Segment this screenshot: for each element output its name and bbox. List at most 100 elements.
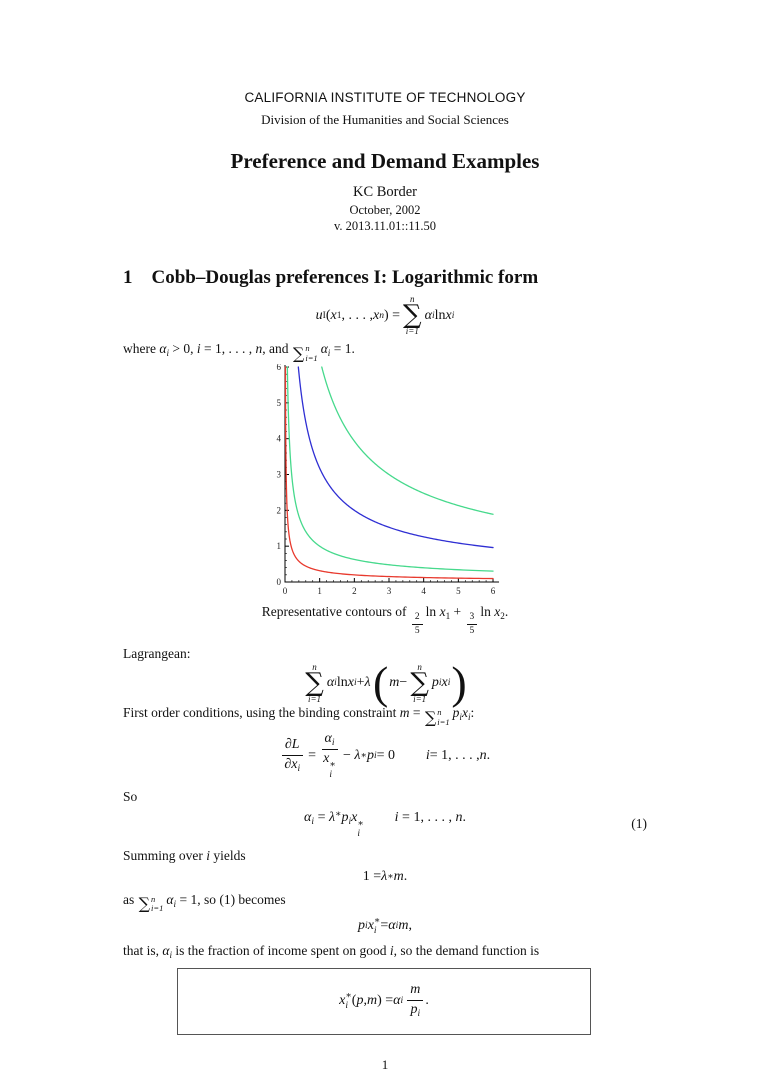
math-text: i <box>425 747 430 763</box>
math-text: p <box>410 1002 418 1018</box>
math-text: yields <box>210 847 246 863</box>
math-text: α <box>159 341 167 357</box>
math-text: = <box>308 747 316 763</box>
sum-upper-limit: n <box>410 294 415 304</box>
sum-upper-limit: n <box>151 893 156 904</box>
math-sub: i <box>417 1008 421 1019</box>
math-text: = 1. <box>330 341 355 357</box>
math-text: 1 = <box>362 869 382 884</box>
math-text: : <box>470 705 475 721</box>
math-text: m <box>389 675 400 691</box>
math-text: α <box>166 892 174 907</box>
math-text: x <box>441 675 448 691</box>
math-text: λ <box>381 869 388 884</box>
sigma-symbol: ∑ <box>403 300 422 330</box>
section-number: 1 <box>123 267 133 288</box>
math-text: , and <box>262 341 292 357</box>
fraction-denominator: x ∗ i <box>323 750 336 780</box>
math-supsub: ∗ i <box>329 760 335 780</box>
x-tick-label: 5 <box>456 586 461 596</box>
math-text: α <box>162 943 170 959</box>
x-tick-label: 4 <box>421 586 426 596</box>
math-text: x <box>323 751 330 767</box>
math-text: as <box>123 892 138 907</box>
math-sub: i <box>373 926 377 937</box>
math-text: x <box>330 307 337 323</box>
math-text: = <box>314 810 329 826</box>
math-text: where <box>123 341 160 357</box>
y-tick-label: 2 <box>277 505 282 515</box>
math-sub: i <box>459 711 462 722</box>
so-label: So <box>123 788 138 804</box>
math-text: = 1, . . . , <box>200 341 256 357</box>
sum-lower-limit: i=1 <box>413 694 427 705</box>
math-sub: i <box>327 348 331 359</box>
math-text: m <box>399 705 410 721</box>
math-sub: i <box>173 898 177 909</box>
fraction-numerator: 2 <box>411 612 423 625</box>
summing-line: Summing over i yields <box>123 847 647 865</box>
fraction-denominator: 5 <box>470 625 475 637</box>
math-text: 5 <box>414 625 420 636</box>
inline-sum-operator: ∑ n i=1 <box>293 343 318 364</box>
math-text: ln <box>480 603 495 619</box>
math-text: i <box>389 943 394 959</box>
sum-operator: n ∑ i=1 <box>305 661 324 704</box>
math-text: + <box>450 603 465 619</box>
document-page: CALIFORNIA INSTITUTE OF TECHNOLOGY Divis… <box>123 90 647 1072</box>
fraction: ∂L ∂xi <box>281 737 303 774</box>
page-number: 1 <box>381 1056 389 1072</box>
math-text: is the fraction of income spent on good <box>172 943 390 959</box>
math-supsub: ∗ i <box>357 819 363 839</box>
math-text: x <box>367 918 374 934</box>
fraction-numerator: αi <box>321 731 338 751</box>
sum-operator: n ∑ i=1 <box>403 295 422 336</box>
math-text: ∂x <box>284 757 298 773</box>
as-line: as ∑ n i=1 αi = 1, so (1) becomes <box>123 891 647 914</box>
section-title: Cobb–Douglas preferences I: Logarithmic … <box>151 267 539 288</box>
math-text: m <box>393 869 404 884</box>
math-text: n <box>255 341 263 357</box>
math-supsub: ∗ i <box>345 991 351 1011</box>
math-text: . <box>486 747 491 763</box>
sum-scripts: n i=1 <box>437 706 449 728</box>
math-text: p <box>431 675 439 691</box>
indifference-curve-1 <box>286 365 494 572</box>
version: v. 2013.11.01::11.50 <box>333 219 437 233</box>
math-text: 5 <box>469 625 475 636</box>
math-text: n <box>455 810 463 826</box>
math-text: = 1, . . . , <box>429 747 480 763</box>
math-text: Representative contours of <box>261 603 410 619</box>
math-text: = 1, . . . , <box>398 810 456 826</box>
math-text: − <box>343 747 351 763</box>
math-text: i <box>394 810 399 826</box>
math-sub: i <box>297 763 301 774</box>
math-text: p <box>366 747 374 763</box>
math-sup: ∗ <box>357 818 364 829</box>
x-tick-label: 1 <box>317 586 322 596</box>
math-text: x <box>439 603 446 619</box>
author: KC Border <box>352 184 418 200</box>
sum-upper-limit: n <box>437 706 442 717</box>
math-text: Summing over <box>123 847 207 863</box>
math-text: α <box>424 307 432 323</box>
math-text: = 0 <box>376 747 396 763</box>
sum-upper-limit: n <box>312 661 317 672</box>
math-text: , so the demand function is <box>393 943 540 959</box>
y-tick-label: 5 <box>277 397 282 407</box>
math-text: p <box>356 992 364 1008</box>
inline-sum-operator: ∑ n i=1 <box>139 893 164 915</box>
equation-1-row: αi = λ∗pix ∗ i i = 1, . . . , n. (1) <box>123 810 647 839</box>
sigma-symbol: ∑ <box>424 707 437 727</box>
fraction-numerator: ∂L <box>281 737 303 757</box>
section-heading: 1 Cobb–Douglas preferences I: Logarithmi… <box>123 267 647 289</box>
institution-name: CALIFORNIA INSTITUTE OF TECHNOLOGY <box>244 90 526 105</box>
math-sub: i <box>348 816 352 827</box>
fraction-numerator: 3 <box>466 612 478 625</box>
math-sup: ∗ <box>335 809 342 820</box>
math-text: , . . . , <box>341 307 373 323</box>
